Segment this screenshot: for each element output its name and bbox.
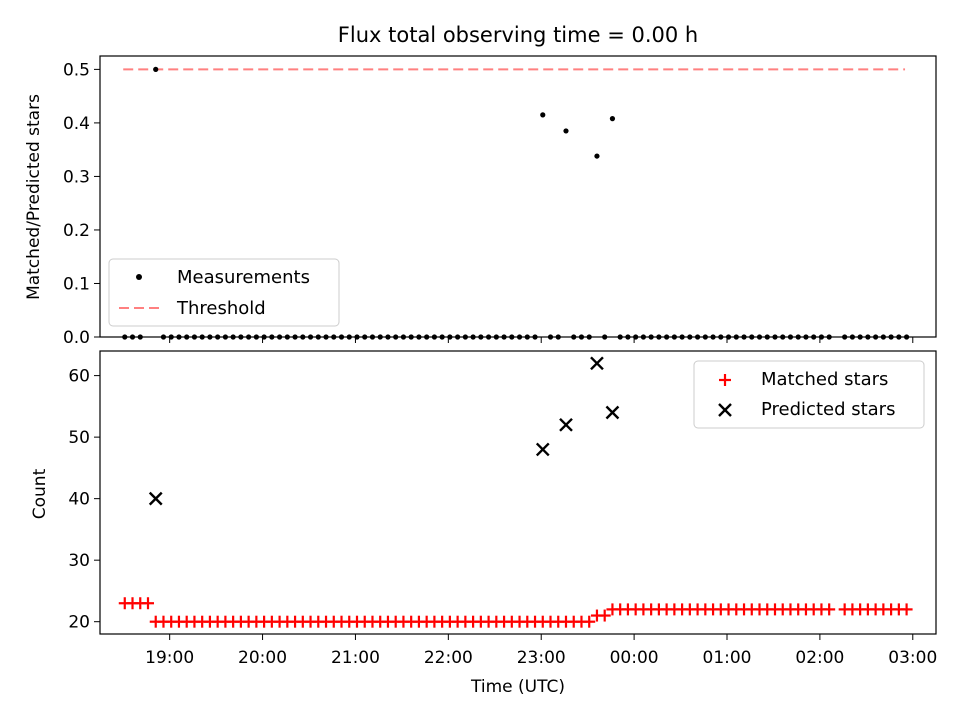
- bottom-x-tick-label: 03:00: [888, 648, 937, 668]
- bottom-y-axis-label: Count: [30, 468, 50, 519]
- bottom-x-tick-label: 01:00: [703, 648, 752, 668]
- top-y-axis-label: Matched/Predicted stars: [24, 94, 44, 300]
- predicted-star-point: [559, 417, 573, 432]
- top-y-ticks: 0.0 0.1 0.2 0.3 0.4 0.5: [63, 60, 100, 348]
- legend-matched-glyph: [719, 374, 731, 386]
- bottom-legend: Matched stars Predicted stars: [693, 360, 925, 429]
- top-y-tick-label: 0.1: [63, 274, 90, 294]
- bottom-x-tick-label: 19:00: [145, 648, 194, 668]
- bottom-y-tick-label: 30: [68, 551, 90, 571]
- bottom-y-ticks: 20 30 40 50 60: [68, 367, 100, 633]
- legend-predicted-glyph: [718, 403, 732, 417]
- bottom-x-tick-label: 00:00: [610, 648, 659, 668]
- bottom-x-tick-label: 02:00: [795, 648, 844, 668]
- bottom-panel: Count Time (UTC) 20 30 40 50 60 19:00 20:00 21…: [30, 350, 937, 697]
- top-y-tick-label: 0.4: [63, 114, 90, 134]
- top-legend-box: [108, 258, 340, 327]
- predicted-star-point: [148, 491, 163, 506]
- measurement-point: [540, 112, 546, 118]
- top-y-tick-label: 0.3: [63, 167, 90, 187]
- matched-star-point: [583, 615, 596, 628]
- measurement-point: [153, 66, 159, 72]
- star-count-points: [118, 356, 913, 628]
- matched-star-point: [823, 603, 836, 616]
- measurement-point: [594, 153, 600, 159]
- chart-title: Flux total observing time = 0.00 h: [338, 23, 698, 47]
- matched-star-point: [900, 603, 913, 616]
- bottom-x-tick-label: 20:00: [238, 648, 287, 668]
- legend-measurements-marker: [136, 274, 142, 280]
- legend-predicted-label: Predicted stars: [761, 399, 895, 420]
- x-axis-label: Time (UTC): [470, 677, 565, 697]
- bottom-x-tick-label: 22:00: [424, 648, 473, 668]
- bottom-x-tick-label: 23:00: [517, 648, 566, 668]
- top-y-tick-label: 0.5: [63, 60, 90, 80]
- top-legend: Measurements Threshold: [108, 258, 340, 327]
- legend-predicted-marker: [718, 403, 732, 417]
- top-y-tick-label: 0.0: [63, 328, 90, 348]
- measurement-point: [563, 128, 569, 134]
- legend-matched-label: Matched stars: [761, 369, 888, 390]
- matched-star-point: [598, 609, 611, 622]
- top-y-tick-label: 0.2: [63, 221, 90, 241]
- matched-star-point: [141, 597, 154, 610]
- predicted-star-point: [605, 405, 620, 420]
- bottom-y-tick-label: 20: [68, 613, 90, 633]
- bottom-y-tick-label: 40: [68, 490, 90, 510]
- predicted-star-point: [590, 356, 604, 371]
- bottom-x-ticks: 19:00 20:00 21:00 22:00 23:00 00:00 01:00 02:00…: [145, 634, 937, 668]
- bottom-x-tick-label: 21:00: [331, 648, 380, 668]
- measurement-points: [122, 66, 910, 340]
- measurement-point: [609, 116, 616, 122]
- top-axes-frame: [99, 55, 937, 338]
- bottom-legend-box: [693, 360, 925, 429]
- legend-threshold-label: Threshold: [176, 298, 266, 319]
- top-panel: Flux total observing time = 0.00 h Match…: [24, 23, 937, 348]
- legend-matched-marker: [719, 374, 731, 386]
- legend-measurements-label: Measurements: [177, 267, 310, 288]
- bottom-y-tick-label: 60: [68, 367, 90, 387]
- bottom-y-tick-label: 50: [68, 428, 90, 448]
- bottom-axes-frame: [99, 350, 937, 635]
- predicted-star-point: [535, 442, 550, 457]
